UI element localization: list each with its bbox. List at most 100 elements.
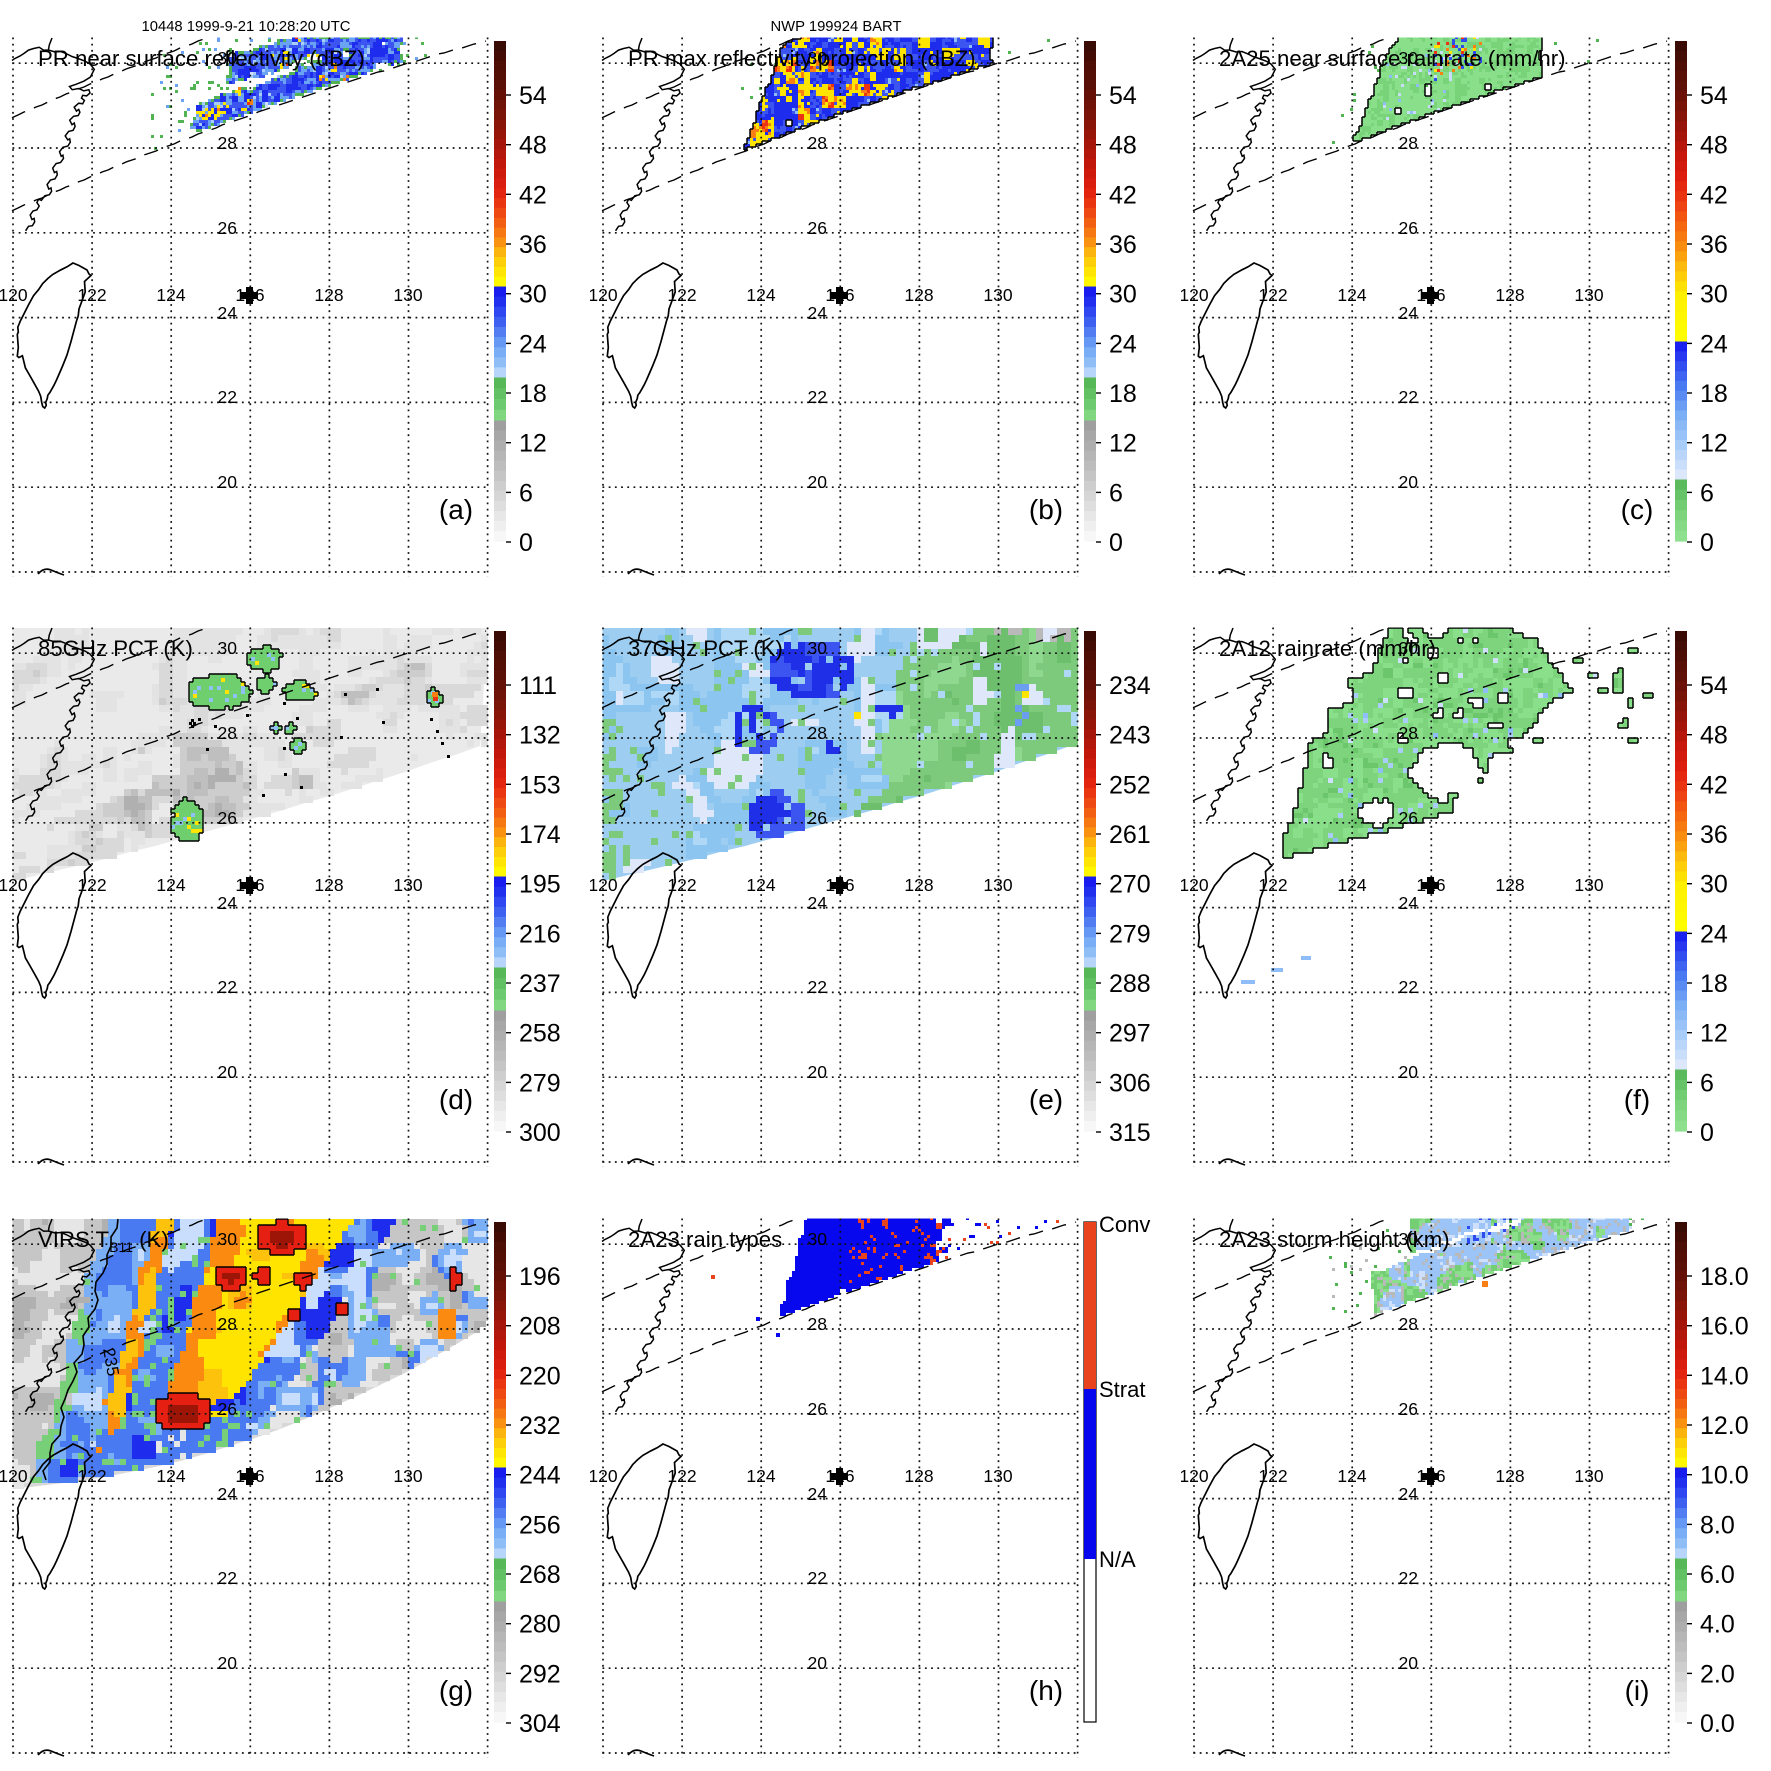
svg-text:128: 128 bbox=[1495, 875, 1524, 895]
svg-text:48: 48 bbox=[1700, 722, 1728, 750]
svg-text:124: 124 bbox=[1337, 875, 1366, 895]
svg-text:20: 20 bbox=[808, 472, 828, 492]
svg-text:126: 126 bbox=[235, 1466, 264, 1486]
svg-text:128: 128 bbox=[904, 1466, 933, 1486]
svg-text:120: 120 bbox=[0, 875, 28, 895]
svg-text:10448 1999-9-21 10:28:20 UTC: 10448 1999-9-21 10:28:20 UTC bbox=[142, 19, 351, 35]
svg-text:22: 22 bbox=[808, 1568, 827, 1588]
svg-text:111: 111 bbox=[519, 672, 557, 700]
svg-text:300: 300 bbox=[519, 1119, 561, 1147]
svg-text:128: 128 bbox=[904, 285, 933, 305]
svg-text:270: 270 bbox=[1109, 871, 1151, 899]
svg-text:28: 28 bbox=[1399, 723, 1418, 743]
svg-text:85GHz PCT (K): 85GHz PCT (K) bbox=[38, 636, 193, 661]
svg-text:26: 26 bbox=[1399, 808, 1418, 828]
svg-text:20: 20 bbox=[1399, 472, 1419, 492]
svg-text:122: 122 bbox=[77, 285, 106, 305]
svg-text:122: 122 bbox=[667, 875, 696, 895]
svg-text:28: 28 bbox=[1399, 1314, 1418, 1334]
svg-text:12: 12 bbox=[1700, 430, 1728, 458]
svg-text:2A25 near surface rainrate (mm: 2A25 near surface rainrate (mm/hr) bbox=[1219, 46, 1566, 71]
svg-text:122: 122 bbox=[1258, 875, 1287, 895]
svg-text:126: 126 bbox=[1416, 875, 1445, 895]
svg-text:28: 28 bbox=[808, 133, 827, 153]
svg-text:292: 292 bbox=[519, 1660, 561, 1688]
svg-text:288: 288 bbox=[1109, 970, 1151, 998]
svg-text:36: 36 bbox=[519, 231, 547, 259]
svg-text:42: 42 bbox=[1700, 181, 1728, 209]
svg-text:258: 258 bbox=[519, 1020, 561, 1048]
svg-text:24: 24 bbox=[808, 303, 828, 323]
svg-text:122: 122 bbox=[77, 1466, 106, 1486]
svg-text:22: 22 bbox=[808, 387, 827, 407]
svg-text:(d): (d) bbox=[439, 1084, 473, 1115]
svg-text:(i): (i) bbox=[1625, 1675, 1650, 1706]
svg-text:261: 261 bbox=[1109, 821, 1151, 849]
svg-text:256: 256 bbox=[519, 1511, 561, 1539]
svg-text:232: 232 bbox=[519, 1412, 561, 1440]
svg-text:124: 124 bbox=[746, 285, 775, 305]
svg-text:120: 120 bbox=[0, 285, 28, 305]
svg-text:30: 30 bbox=[1700, 871, 1728, 899]
svg-text:(a): (a) bbox=[439, 494, 473, 525]
svg-text:18: 18 bbox=[1700, 380, 1728, 408]
svg-text:208: 208 bbox=[519, 1313, 561, 1341]
svg-text:0: 0 bbox=[1109, 529, 1123, 557]
svg-text:48: 48 bbox=[519, 132, 547, 160]
svg-text:315: 315 bbox=[1109, 1119, 1151, 1147]
svg-text:(h): (h) bbox=[1029, 1675, 1063, 1706]
svg-text:2A23 rain types: 2A23 rain types bbox=[628, 1227, 782, 1252]
svg-text:279: 279 bbox=[1109, 920, 1151, 948]
svg-text:243: 243 bbox=[1109, 722, 1151, 750]
svg-text:54: 54 bbox=[1109, 82, 1137, 110]
svg-text:(e): (e) bbox=[1029, 1084, 1063, 1115]
svg-text:130: 130 bbox=[1574, 875, 1603, 895]
svg-text:28: 28 bbox=[218, 133, 237, 153]
svg-text:28: 28 bbox=[218, 723, 237, 743]
svg-text:30: 30 bbox=[1399, 1229, 1419, 1249]
svg-text:48: 48 bbox=[1109, 132, 1137, 160]
svg-text:18: 18 bbox=[519, 380, 547, 408]
svg-text:130: 130 bbox=[983, 285, 1012, 305]
svg-text:216: 216 bbox=[519, 920, 561, 948]
svg-text:6: 6 bbox=[1700, 479, 1714, 507]
svg-text:18: 18 bbox=[1700, 970, 1728, 998]
svg-text:4.0: 4.0 bbox=[1700, 1611, 1735, 1639]
svg-text:22: 22 bbox=[1399, 977, 1418, 997]
svg-text:280: 280 bbox=[519, 1611, 561, 1639]
svg-text:128: 128 bbox=[314, 285, 343, 305]
svg-text:120: 120 bbox=[1181, 875, 1209, 895]
svg-text:20: 20 bbox=[1399, 1062, 1419, 1082]
svg-text:12: 12 bbox=[1109, 430, 1137, 458]
svg-text:126: 126 bbox=[1416, 285, 1445, 305]
svg-text:122: 122 bbox=[1258, 285, 1287, 305]
svg-text:24: 24 bbox=[1700, 330, 1728, 358]
svg-text:0.0: 0.0 bbox=[1700, 1710, 1735, 1738]
svg-text:12.0: 12.0 bbox=[1700, 1412, 1749, 1440]
svg-text:22: 22 bbox=[1399, 387, 1418, 407]
svg-text:28: 28 bbox=[218, 1314, 237, 1334]
svg-text:16.0: 16.0 bbox=[1700, 1313, 1749, 1341]
svg-text:20: 20 bbox=[218, 1062, 238, 1082]
svg-text:120: 120 bbox=[590, 1466, 618, 1486]
svg-text:20: 20 bbox=[808, 1653, 828, 1673]
svg-text:36: 36 bbox=[1700, 231, 1728, 259]
svg-text:42: 42 bbox=[519, 181, 547, 209]
svg-text:22: 22 bbox=[218, 977, 237, 997]
svg-text:26: 26 bbox=[808, 218, 827, 238]
svg-text:30: 30 bbox=[1399, 638, 1419, 658]
svg-text:26: 26 bbox=[218, 218, 237, 238]
svg-text:122: 122 bbox=[1258, 1466, 1287, 1486]
svg-text:2A23 storm height (km): 2A23 storm height (km) bbox=[1219, 1227, 1450, 1252]
svg-text:30: 30 bbox=[808, 638, 828, 658]
svg-text:(b): (b) bbox=[1029, 494, 1063, 525]
svg-text:153: 153 bbox=[519, 771, 561, 799]
svg-text:124: 124 bbox=[746, 875, 775, 895]
svg-text:22: 22 bbox=[218, 387, 237, 407]
svg-text:42: 42 bbox=[1700, 771, 1728, 799]
svg-text:20: 20 bbox=[218, 1653, 238, 1673]
svg-text:18.0: 18.0 bbox=[1700, 1263, 1749, 1291]
svg-text:24: 24 bbox=[519, 330, 547, 358]
svg-text:126: 126 bbox=[825, 1466, 854, 1486]
svg-text:24: 24 bbox=[808, 1484, 828, 1504]
